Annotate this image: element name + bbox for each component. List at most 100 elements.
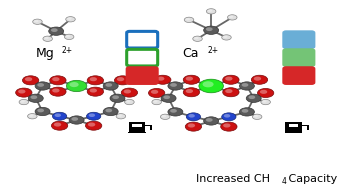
- Circle shape: [54, 122, 61, 127]
- Circle shape: [118, 114, 122, 117]
- Circle shape: [161, 114, 170, 119]
- Circle shape: [16, 88, 32, 97]
- Circle shape: [168, 108, 183, 116]
- Circle shape: [183, 88, 200, 97]
- Circle shape: [242, 83, 248, 87]
- Circle shape: [37, 109, 44, 112]
- Circle shape: [34, 20, 38, 22]
- Circle shape: [151, 90, 158, 94]
- Circle shape: [86, 121, 102, 130]
- Circle shape: [114, 76, 131, 85]
- Circle shape: [162, 115, 166, 117]
- Circle shape: [224, 114, 230, 118]
- Circle shape: [51, 28, 58, 32]
- Circle shape: [223, 88, 239, 97]
- Circle shape: [229, 15, 233, 18]
- Circle shape: [117, 77, 124, 81]
- Circle shape: [103, 82, 118, 90]
- Circle shape: [260, 90, 267, 94]
- Circle shape: [242, 109, 248, 113]
- Circle shape: [204, 26, 218, 34]
- Bar: [306, 125, 309, 130]
- Circle shape: [246, 94, 261, 102]
- Circle shape: [110, 94, 125, 102]
- Circle shape: [50, 87, 66, 96]
- Circle shape: [254, 77, 261, 81]
- Circle shape: [202, 81, 214, 87]
- Circle shape: [90, 88, 97, 93]
- Circle shape: [251, 75, 268, 84]
- Circle shape: [37, 83, 44, 87]
- Circle shape: [25, 77, 32, 81]
- Bar: [289, 124, 298, 127]
- Circle shape: [33, 19, 42, 24]
- Circle shape: [254, 115, 258, 117]
- FancyBboxPatch shape: [129, 122, 145, 133]
- Circle shape: [168, 82, 183, 90]
- Circle shape: [148, 88, 165, 98]
- Circle shape: [105, 109, 112, 112]
- Circle shape: [52, 77, 60, 81]
- Circle shape: [248, 95, 255, 99]
- FancyBboxPatch shape: [285, 122, 302, 133]
- Circle shape: [184, 17, 194, 22]
- Circle shape: [21, 100, 25, 103]
- FancyBboxPatch shape: [127, 67, 158, 84]
- Circle shape: [66, 17, 75, 22]
- Text: 2+: 2+: [61, 46, 73, 55]
- Circle shape: [124, 89, 131, 94]
- Circle shape: [155, 75, 171, 84]
- Circle shape: [239, 108, 254, 116]
- Bar: [285, 132, 303, 133]
- Circle shape: [186, 77, 193, 81]
- Circle shape: [90, 77, 97, 81]
- Circle shape: [228, 15, 237, 20]
- Circle shape: [225, 89, 232, 93]
- Circle shape: [222, 113, 236, 121]
- Circle shape: [19, 99, 29, 105]
- Text: Mg: Mg: [36, 47, 54, 60]
- FancyBboxPatch shape: [283, 49, 314, 66]
- Text: Ca: Ca: [182, 47, 199, 60]
- Circle shape: [89, 113, 95, 117]
- Circle shape: [258, 88, 274, 98]
- Circle shape: [67, 17, 72, 20]
- Circle shape: [28, 94, 43, 102]
- Circle shape: [239, 82, 254, 90]
- Circle shape: [221, 122, 237, 131]
- Circle shape: [225, 77, 232, 81]
- Circle shape: [186, 89, 193, 93]
- Circle shape: [22, 76, 39, 85]
- Circle shape: [188, 123, 195, 128]
- Text: 2+: 2+: [208, 46, 219, 55]
- Circle shape: [223, 75, 239, 84]
- Circle shape: [112, 95, 119, 99]
- Circle shape: [152, 99, 162, 105]
- Bar: [128, 132, 146, 133]
- Circle shape: [194, 37, 199, 39]
- Circle shape: [153, 100, 158, 103]
- Circle shape: [223, 36, 228, 38]
- Circle shape: [30, 95, 37, 99]
- Circle shape: [183, 75, 200, 84]
- Circle shape: [87, 112, 101, 120]
- Circle shape: [186, 18, 190, 20]
- Circle shape: [199, 79, 223, 93]
- Circle shape: [185, 122, 202, 131]
- Circle shape: [54, 113, 61, 117]
- Circle shape: [29, 114, 33, 117]
- Circle shape: [261, 99, 270, 105]
- Circle shape: [126, 100, 131, 103]
- Circle shape: [64, 34, 74, 40]
- Circle shape: [69, 82, 79, 87]
- Bar: [150, 125, 152, 130]
- FancyBboxPatch shape: [127, 49, 158, 66]
- Circle shape: [72, 117, 78, 121]
- Circle shape: [204, 117, 218, 125]
- Circle shape: [69, 116, 84, 124]
- Circle shape: [206, 118, 213, 122]
- Circle shape: [186, 113, 201, 121]
- Circle shape: [66, 80, 87, 92]
- Circle shape: [206, 27, 213, 31]
- Circle shape: [49, 27, 64, 35]
